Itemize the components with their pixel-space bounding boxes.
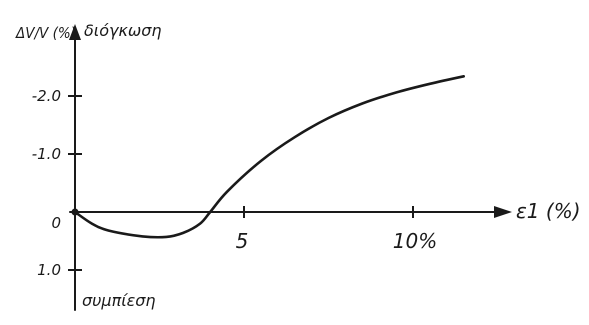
x-axis-arrow-icon <box>494 206 512 218</box>
y-tick-label: 1.0 <box>37 261 61 279</box>
y-axis-label: ΔV/V (%) <box>15 24 76 42</box>
annotation-expansion: διόγκωση <box>84 21 162 40</box>
y-axis-arrow-icon <box>69 24 81 40</box>
volumetric-strain-curve <box>73 75 465 239</box>
x-tick-label: 5 <box>236 229 249 253</box>
axis-ticks: -2.0 -1.0 0 1.0 5 10% <box>32 87 438 279</box>
series-layer <box>71 75 465 239</box>
y-tick-label: -1.0 <box>32 145 61 163</box>
curve-start-point <box>71 208 79 216</box>
y-tick-label: 0 <box>51 214 61 232</box>
annotation-compression: συμπίεση <box>82 291 156 310</box>
x-tick-label: 10% <box>393 229 437 253</box>
y-tick-label: -2.0 <box>32 87 61 105</box>
x-axis-label: ε1 (%) <box>516 199 581 223</box>
